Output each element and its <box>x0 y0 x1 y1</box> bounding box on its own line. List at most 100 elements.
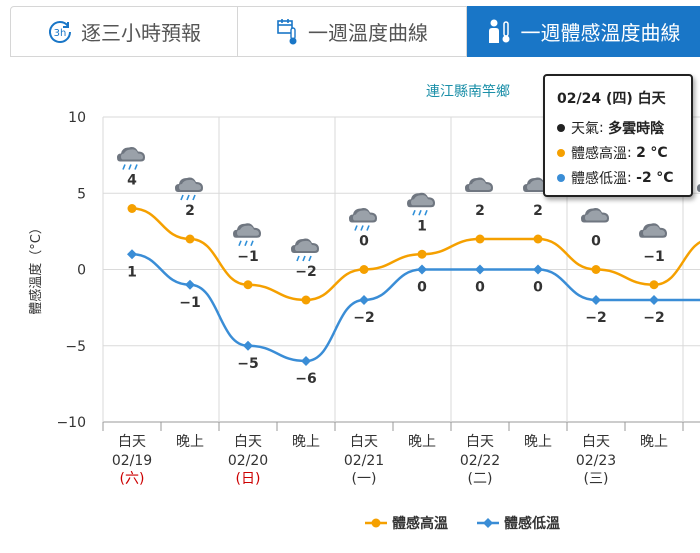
high-series-point <box>591 265 601 274</box>
rain-drop <box>238 240 242 247</box>
rain-drop <box>250 240 254 247</box>
low-series-point <box>417 264 427 275</box>
x-date-label: 02/19 <box>112 453 152 469</box>
cloud-icon <box>465 177 493 192</box>
tooltip-high-row: 體感高溫: 2 °C <box>557 140 691 165</box>
tab-weekly-apparent-label: 一週體感溫度曲線 <box>520 21 681 45</box>
forecast-tabs: 3h 逐三小時預報 一週溫度曲線 一週體感溫度曲線 <box>10 6 700 59</box>
low-series-point <box>243 340 253 351</box>
person-thermometer-icon <box>487 18 513 46</box>
data-label: 2 <box>185 203 195 219</box>
tooltip-low-unit: °C <box>656 169 674 186</box>
rain-drop <box>424 209 428 216</box>
cloud-highlight <box>295 240 317 251</box>
tooltip-low-row: 體感低溫: -2 °C <box>557 165 691 190</box>
tab-3-hour-forecast[interactable]: 3h 逐三小時預報 <box>10 6 238 57</box>
cloud-highlight <box>179 179 201 190</box>
data-label: 1 <box>127 264 137 280</box>
3h-clock-icon: 3h <box>47 19 73 45</box>
high-series-point <box>185 234 195 244</box>
rain-drop <box>418 209 422 216</box>
high-series-point <box>127 204 137 213</box>
tooltip-title: 02/24 (四) 白天 <box>557 91 666 107</box>
low-dot-icon <box>557 173 565 182</box>
y-tick-label: −10 <box>56 415 86 431</box>
data-label: 4 <box>127 173 137 189</box>
tab-weekly-temperature-label: 一週溫度曲線 <box>308 21 428 45</box>
data-label: 0 <box>533 280 543 296</box>
y-tick-label: 5 <box>77 186 86 202</box>
tooltip-weather-value: 多雲時陰 <box>608 120 665 137</box>
cloud-icon <box>639 223 667 238</box>
legend-high-label: 體感高溫 <box>392 515 448 532</box>
x-period-label: 晚上 <box>524 434 552 450</box>
rain-drop <box>244 240 248 247</box>
rain-drop <box>186 194 190 201</box>
cloud-highlight <box>121 149 143 160</box>
low-series-line <box>131 253 700 363</box>
low-series-point <box>591 295 601 305</box>
tab-3-hour-label: 逐三小時預報 <box>81 21 201 45</box>
x-period-label: 白天 <box>350 434 378 450</box>
rain-drop <box>134 164 138 170</box>
high-series-point <box>533 234 543 244</box>
data-label: 2 <box>533 203 543 219</box>
rain-cloud-icon <box>407 192 435 216</box>
high-series-point <box>417 249 427 259</box>
cloud-highlight <box>469 179 491 190</box>
data-label: −1 <box>179 295 200 311</box>
svg-text:3h: 3h <box>54 28 67 39</box>
rain-cloud-icon <box>175 177 203 201</box>
low-series-point <box>301 356 311 366</box>
x-date-label: 02/20 <box>228 453 268 469</box>
tooltip-weather-row: 天氣: 多雲時陰 <box>557 115 691 140</box>
cloud-highlight <box>585 210 607 221</box>
low-series-point <box>359 295 369 305</box>
x-period-label: 晚上 <box>408 434 436 450</box>
x-weekday-label: (六) <box>120 471 145 487</box>
low-series-point <box>185 279 195 290</box>
tooltip-weather-label: 天氣 <box>571 120 599 137</box>
rain-drop <box>360 225 364 231</box>
cloud-icon <box>697 184 700 192</box>
tab-weekly-temperature[interactable]: 一週溫度曲線 <box>238 6 467 57</box>
high-series-point <box>649 280 659 290</box>
high-series-line <box>131 207 700 302</box>
cloud-highlight <box>237 225 259 236</box>
low-series-point <box>475 264 485 275</box>
rain-drop <box>308 255 312 262</box>
data-label: 1 <box>417 218 427 234</box>
x-period-label: 晚上 <box>176 434 204 450</box>
x-date-label: 02/23 <box>576 453 616 469</box>
data-label: 0 <box>475 280 485 296</box>
tooltip-high-value: 2 <box>636 144 646 161</box>
rain-cloud-icon <box>233 223 261 247</box>
data-labels: 4 2 −1 −2 0 1 2 2 0 −1 1 −1 −5 −6 −2 0 0 0 −2 −2 <box>127 173 665 388</box>
cloud-icon <box>581 208 609 223</box>
legend-high-marker <box>371 518 381 528</box>
x-weekday-label: (日) <box>236 471 261 487</box>
x-date-label: 02/22 <box>460 453 500 469</box>
weather-dot-icon <box>557 123 565 132</box>
x-weekday-label: (三) <box>584 471 609 487</box>
rain-drop <box>302 255 306 262</box>
tooltip: 02/24 (四) 白天 天氣: 多雲時陰 體感高溫: 2 °C 體感低溫: -… <box>543 74 693 197</box>
x-weekday-label: (一) <box>352 471 377 487</box>
high-series-point <box>301 295 311 305</box>
weather-icons <box>117 147 700 262</box>
rain-drop <box>366 225 370 231</box>
x-period-label: 白天 <box>234 434 262 450</box>
cloud-shape <box>697 184 700 192</box>
legend: 體感高溫 體感低溫 <box>365 515 560 532</box>
x-period-label: 白天 <box>118 434 146 450</box>
tooltip-high-label: 體感高溫 <box>571 145 627 162</box>
x-tick-labels: 白天 02/19 (六) 晚上 白天 02/20 (日) 晚上 白天 02/21 (一) 晚上 白天 02… <box>112 434 668 487</box>
high-dot-icon <box>557 148 565 157</box>
cloud-highlight <box>353 210 375 221</box>
rain-drop <box>122 164 126 170</box>
x-period-label: 晚上 <box>292 434 320 450</box>
data-label: −1 <box>237 249 258 265</box>
data-label: −2 <box>585 310 606 326</box>
tab-weekly-apparent-temperature[interactable]: 一週體感溫度曲線 <box>467 6 700 57</box>
